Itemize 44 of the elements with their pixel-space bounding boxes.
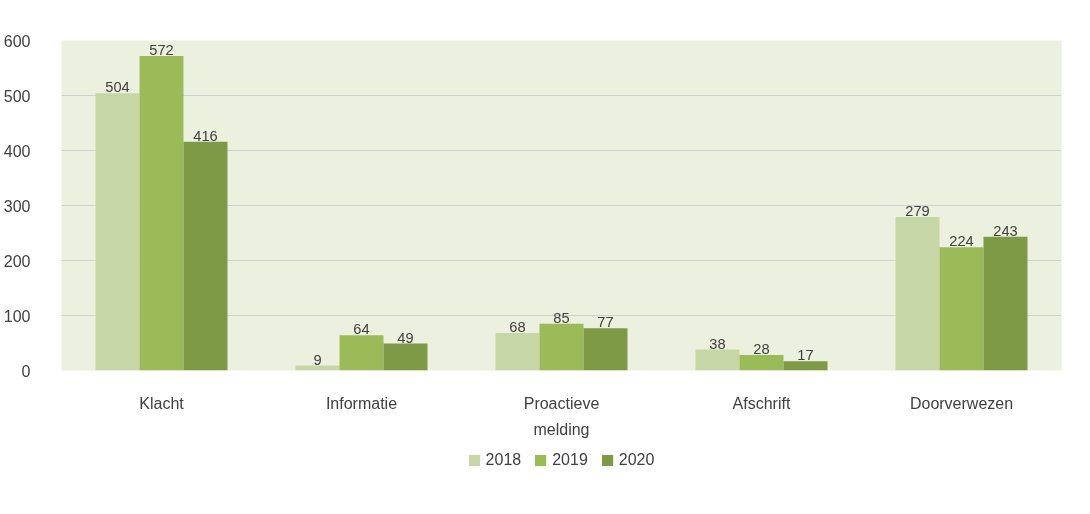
bar (495, 333, 540, 371)
data-label: 64 (353, 321, 370, 338)
bar (139, 55, 184, 371)
category-label: Proactieve melding (523, 394, 600, 438)
data-label: 224 (949, 233, 974, 250)
bar (783, 361, 828, 371)
y-tick-label: 100 (3, 307, 31, 325)
data-label: 17 (797, 347, 814, 364)
bar (739, 355, 784, 371)
x-tick-label: Klacht (139, 394, 185, 412)
bar (539, 323, 584, 371)
bar (183, 141, 228, 371)
x-tick-label: Afschrift (732, 394, 791, 412)
bar (383, 343, 428, 371)
y-tick-label: 300 (3, 197, 31, 215)
legend-label: 2020 (618, 451, 655, 469)
bar (95, 93, 140, 371)
data-label: 77 (597, 314, 614, 331)
x-tick-label: Doorverwezen (909, 394, 1014, 412)
data-label: 49 (397, 329, 414, 346)
bar (939, 247, 984, 371)
y-tick-label: 0 (21, 362, 31, 380)
x-tick-label: Informatie (325, 394, 398, 412)
y-tick-label: 200 (3, 252, 31, 270)
y-tick-label: 600 (3, 32, 31, 50)
bar (695, 349, 740, 371)
data-label: 68 (509, 319, 526, 336)
data-label: 416 (193, 127, 218, 144)
data-label: 572 (149, 41, 174, 58)
data-label: 9 (313, 351, 322, 368)
data-label: 279 (905, 203, 930, 220)
bar (339, 335, 384, 371)
y-tick-label: 400 (3, 142, 31, 160)
legend-label: 2019 (552, 451, 588, 469)
data-label: 85 (553, 309, 570, 326)
bar (895, 217, 940, 371)
legend-label: 2018 (485, 451, 522, 469)
bar (983, 236, 1028, 371)
y-tick-label: 500 (3, 87, 31, 105)
data-label: 38 (709, 335, 726, 352)
bar (583, 328, 628, 371)
data-label: 243 (993, 222, 1018, 239)
data-label: 504 (105, 79, 130, 96)
data-label: 28 (753, 341, 770, 358)
